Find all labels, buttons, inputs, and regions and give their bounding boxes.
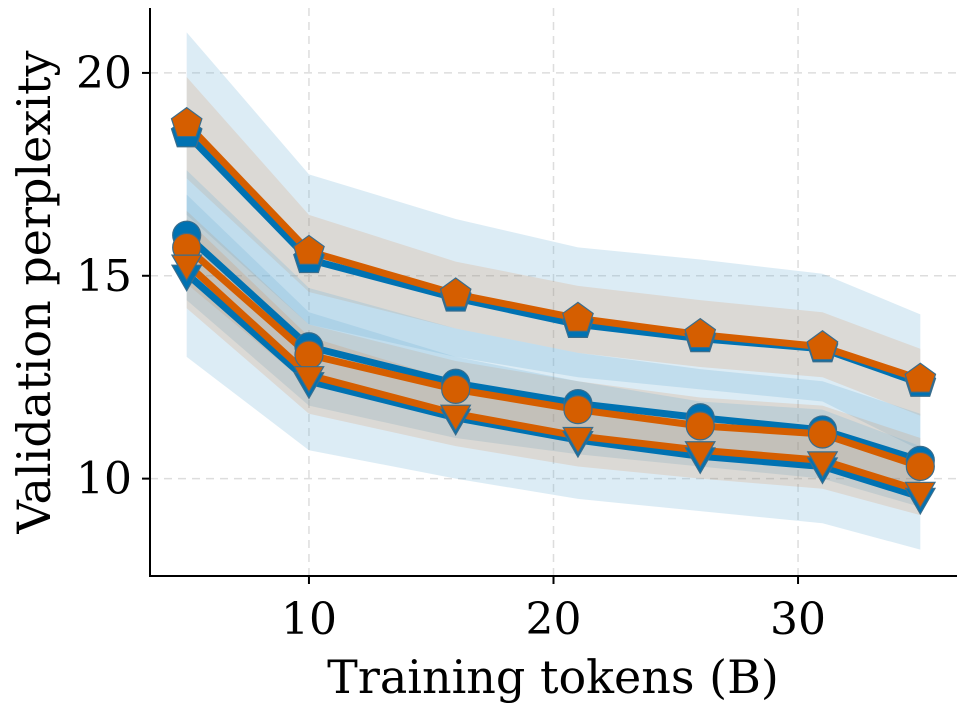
data-point-marker	[806, 451, 839, 479]
x-tick-label: 20	[526, 594, 582, 645]
x-tick-label: 30	[770, 594, 826, 645]
data-point-marker	[806, 330, 839, 361]
data-point-marker	[562, 301, 594, 332]
data-point-marker	[170, 106, 203, 138]
data-point-marker	[293, 366, 325, 394]
y-tick-label: 20	[76, 48, 132, 99]
data-point-marker	[807, 419, 838, 449]
data-point-marker	[441, 374, 471, 404]
data-point-marker	[294, 340, 324, 370]
data-point-marker	[439, 277, 472, 308]
data-point-marker	[563, 395, 593, 425]
series-markers	[170, 106, 937, 516]
data-point-marker	[562, 426, 594, 455]
ticks: 10 20 30 10 15 20	[76, 48, 826, 645]
confidence-band	[186, 76, 921, 416]
data-point-marker	[684, 441, 716, 469]
confidence-band	[186, 218, 921, 516]
data-point-marker	[904, 481, 937, 510]
x-tick-label: 10	[281, 594, 337, 645]
y-axis-label: Validation perplexity	[7, 50, 61, 534]
data-point-marker	[170, 254, 203, 282]
data-point-marker	[439, 404, 472, 432]
y-tick-label: 10	[76, 454, 132, 505]
data-point-marker	[685, 411, 715, 441]
data-point-marker	[904, 362, 937, 393]
y-tick-label: 15	[76, 251, 132, 302]
data-point-marker	[684, 317, 717, 349]
confidence-band	[186, 32, 921, 451]
data-point-marker	[293, 234, 325, 265]
data-point-marker	[905, 451, 935, 482]
x-axis-label: Training tokens (B)	[327, 650, 779, 704]
